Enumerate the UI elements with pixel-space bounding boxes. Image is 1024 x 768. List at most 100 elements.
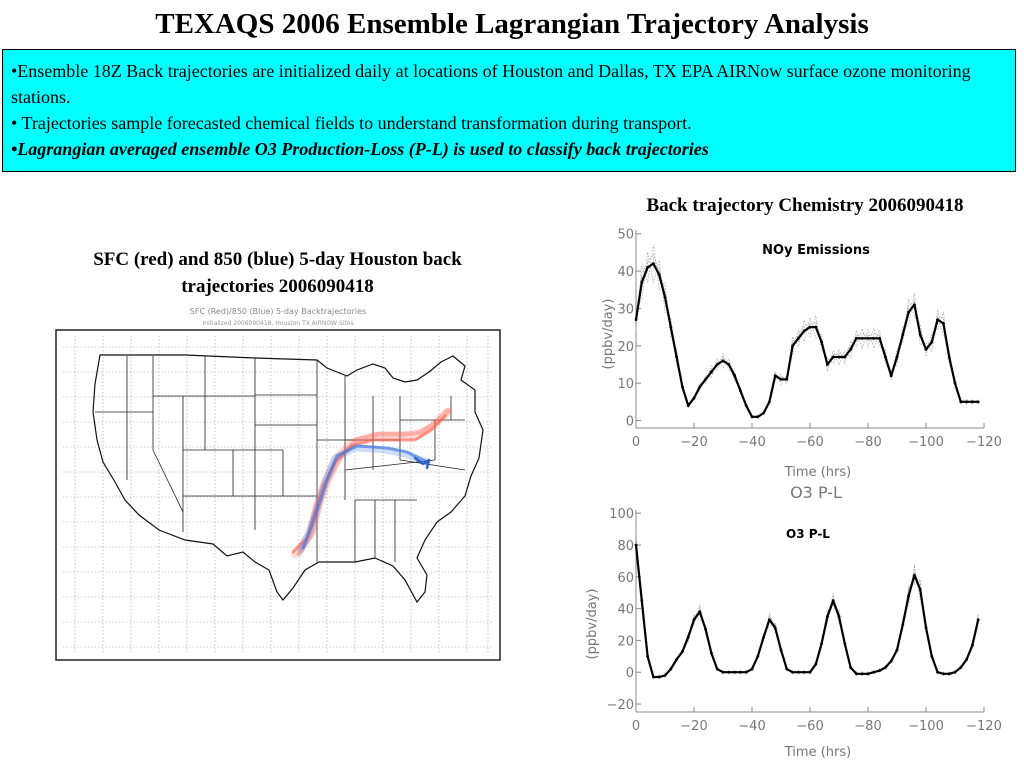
o3-data-point [663, 674, 667, 677]
noy-data-point [698, 385, 702, 389]
noy-y-tick-label: 50 [617, 228, 634, 243]
o3-data-point [918, 588, 922, 591]
o3-data-point [907, 594, 910, 598]
o3-data-point [814, 662, 818, 666]
noy-data-point [727, 363, 731, 366]
noy-ensemble-member [635, 251, 979, 418]
noy-data-point [814, 325, 818, 329]
noy-x-tick-label: −40 [738, 435, 765, 450]
o3-data-point [797, 670, 800, 674]
o3-ensemble-member [635, 532, 979, 678]
o3-data-point [733, 670, 736, 674]
noy-xlabel: Time (hrs) [784, 465, 851, 480]
noy-y-tick-label: 10 [617, 377, 634, 392]
noy-data-point [773, 374, 777, 378]
noy-data-point [797, 336, 800, 340]
o3-data-point [762, 635, 765, 639]
o3-data-point [802, 670, 806, 674]
noy-data-point [808, 325, 812, 329]
o3-data-point [704, 627, 707, 631]
o3-data-point [715, 667, 719, 671]
o3-data-point [773, 626, 777, 630]
noy-data-point [710, 370, 713, 374]
o3-data-point [826, 615, 829, 618]
o3-y-tick-label: 80 [617, 539, 634, 554]
noy-data-point [971, 400, 974, 404]
noy-ylabel: (ppbv/day) [601, 299, 616, 370]
o3-data-point [936, 670, 939, 674]
o3-data-point [791, 670, 794, 674]
noy-data-point [675, 355, 678, 359]
noy-x-tick-label: −100 [908, 435, 944, 450]
o3-y-tick-label: 40 [617, 603, 634, 618]
o3-data-point [953, 670, 957, 674]
o3-data-point [971, 643, 974, 647]
o3-data-point [831, 599, 835, 603]
o3-x-tick-label: −80 [854, 719, 881, 734]
o3-data-point [895, 648, 899, 652]
noy-data-point [733, 374, 736, 378]
o3-data-point [976, 618, 980, 622]
state-borders [95, 356, 466, 562]
info-bullet-2: • Trajectories sample forecasted chemica… [11, 113, 692, 133]
noy-data-point [715, 363, 719, 366]
noy-data-point [826, 363, 829, 366]
noy-data-point [889, 374, 893, 378]
o3-data-point [884, 666, 887, 669]
noy-y-tick-label: 0 [626, 415, 634, 430]
noy-data-point [681, 385, 684, 389]
o3-data-point [942, 672, 945, 676]
o3-data-point [820, 642, 823, 646]
o3-data-point [837, 615, 841, 618]
trajectories-850 [297, 444, 431, 554]
noy-data-point [663, 295, 667, 299]
o3-data-point [768, 618, 771, 622]
o3-x-tick-label: 0 [632, 719, 640, 734]
o3-x-tick-label: −20 [680, 719, 707, 734]
o3-data-point [878, 669, 881, 673]
noy-data-point [849, 348, 852, 351]
o3-x-tick-label: −40 [738, 719, 765, 734]
noy-data-point [768, 400, 771, 404]
noy-data-point [872, 336, 876, 340]
o3-data-point [750, 667, 754, 671]
o3-data-point [756, 654, 760, 658]
o3-x-tick-label: −120 [966, 719, 1002, 734]
noy-data-point [855, 336, 858, 340]
noy-data-point [762, 411, 765, 415]
page-title: TEXAQS 2006 Ensemble Lagrangian Trajecto… [155, 8, 869, 40]
noy-data-point [646, 265, 649, 269]
o3-data-point [849, 666, 852, 669]
noy-data-point [895, 355, 899, 359]
o3-data-point [739, 670, 742, 674]
o3-data-point [872, 670, 876, 674]
o3-data-point [721, 670, 725, 674]
noy-data-point [739, 389, 742, 393]
noy-data-point [866, 336, 870, 340]
noy-data-point [936, 318, 939, 322]
noy-data-point [884, 355, 887, 359]
o3-data-point [779, 648, 783, 652]
noy-data-point [640, 280, 644, 284]
noy-data-point [959, 400, 963, 404]
o3-y-tick-label: 100 [609, 507, 634, 522]
noy-data-point [942, 321, 945, 325]
us-outline [92, 354, 484, 604]
o3-data-point [744, 670, 748, 674]
noy-y-tick-label: 20 [617, 340, 634, 355]
noy-data-point [860, 336, 864, 340]
o3-mean-line [634, 544, 980, 679]
noy-data-point [843, 355, 847, 359]
o3-data-point [860, 672, 864, 676]
noy-data-point [802, 329, 806, 333]
o3-data-point [681, 650, 684, 653]
o3-data-point [646, 654, 649, 658]
map-plot-title: SFC (Red)/850 (Blue) 5-day Backtrajector… [190, 307, 366, 316]
noy-data-point [901, 333, 905, 337]
noy-data-point [744, 404, 748, 407]
o3-data-point [692, 618, 696, 622]
o3-x-tick-label: −100 [908, 719, 944, 734]
o3-data-point [947, 672, 951, 676]
noy-data-point [918, 333, 922, 337]
noy-data-point [820, 340, 823, 344]
